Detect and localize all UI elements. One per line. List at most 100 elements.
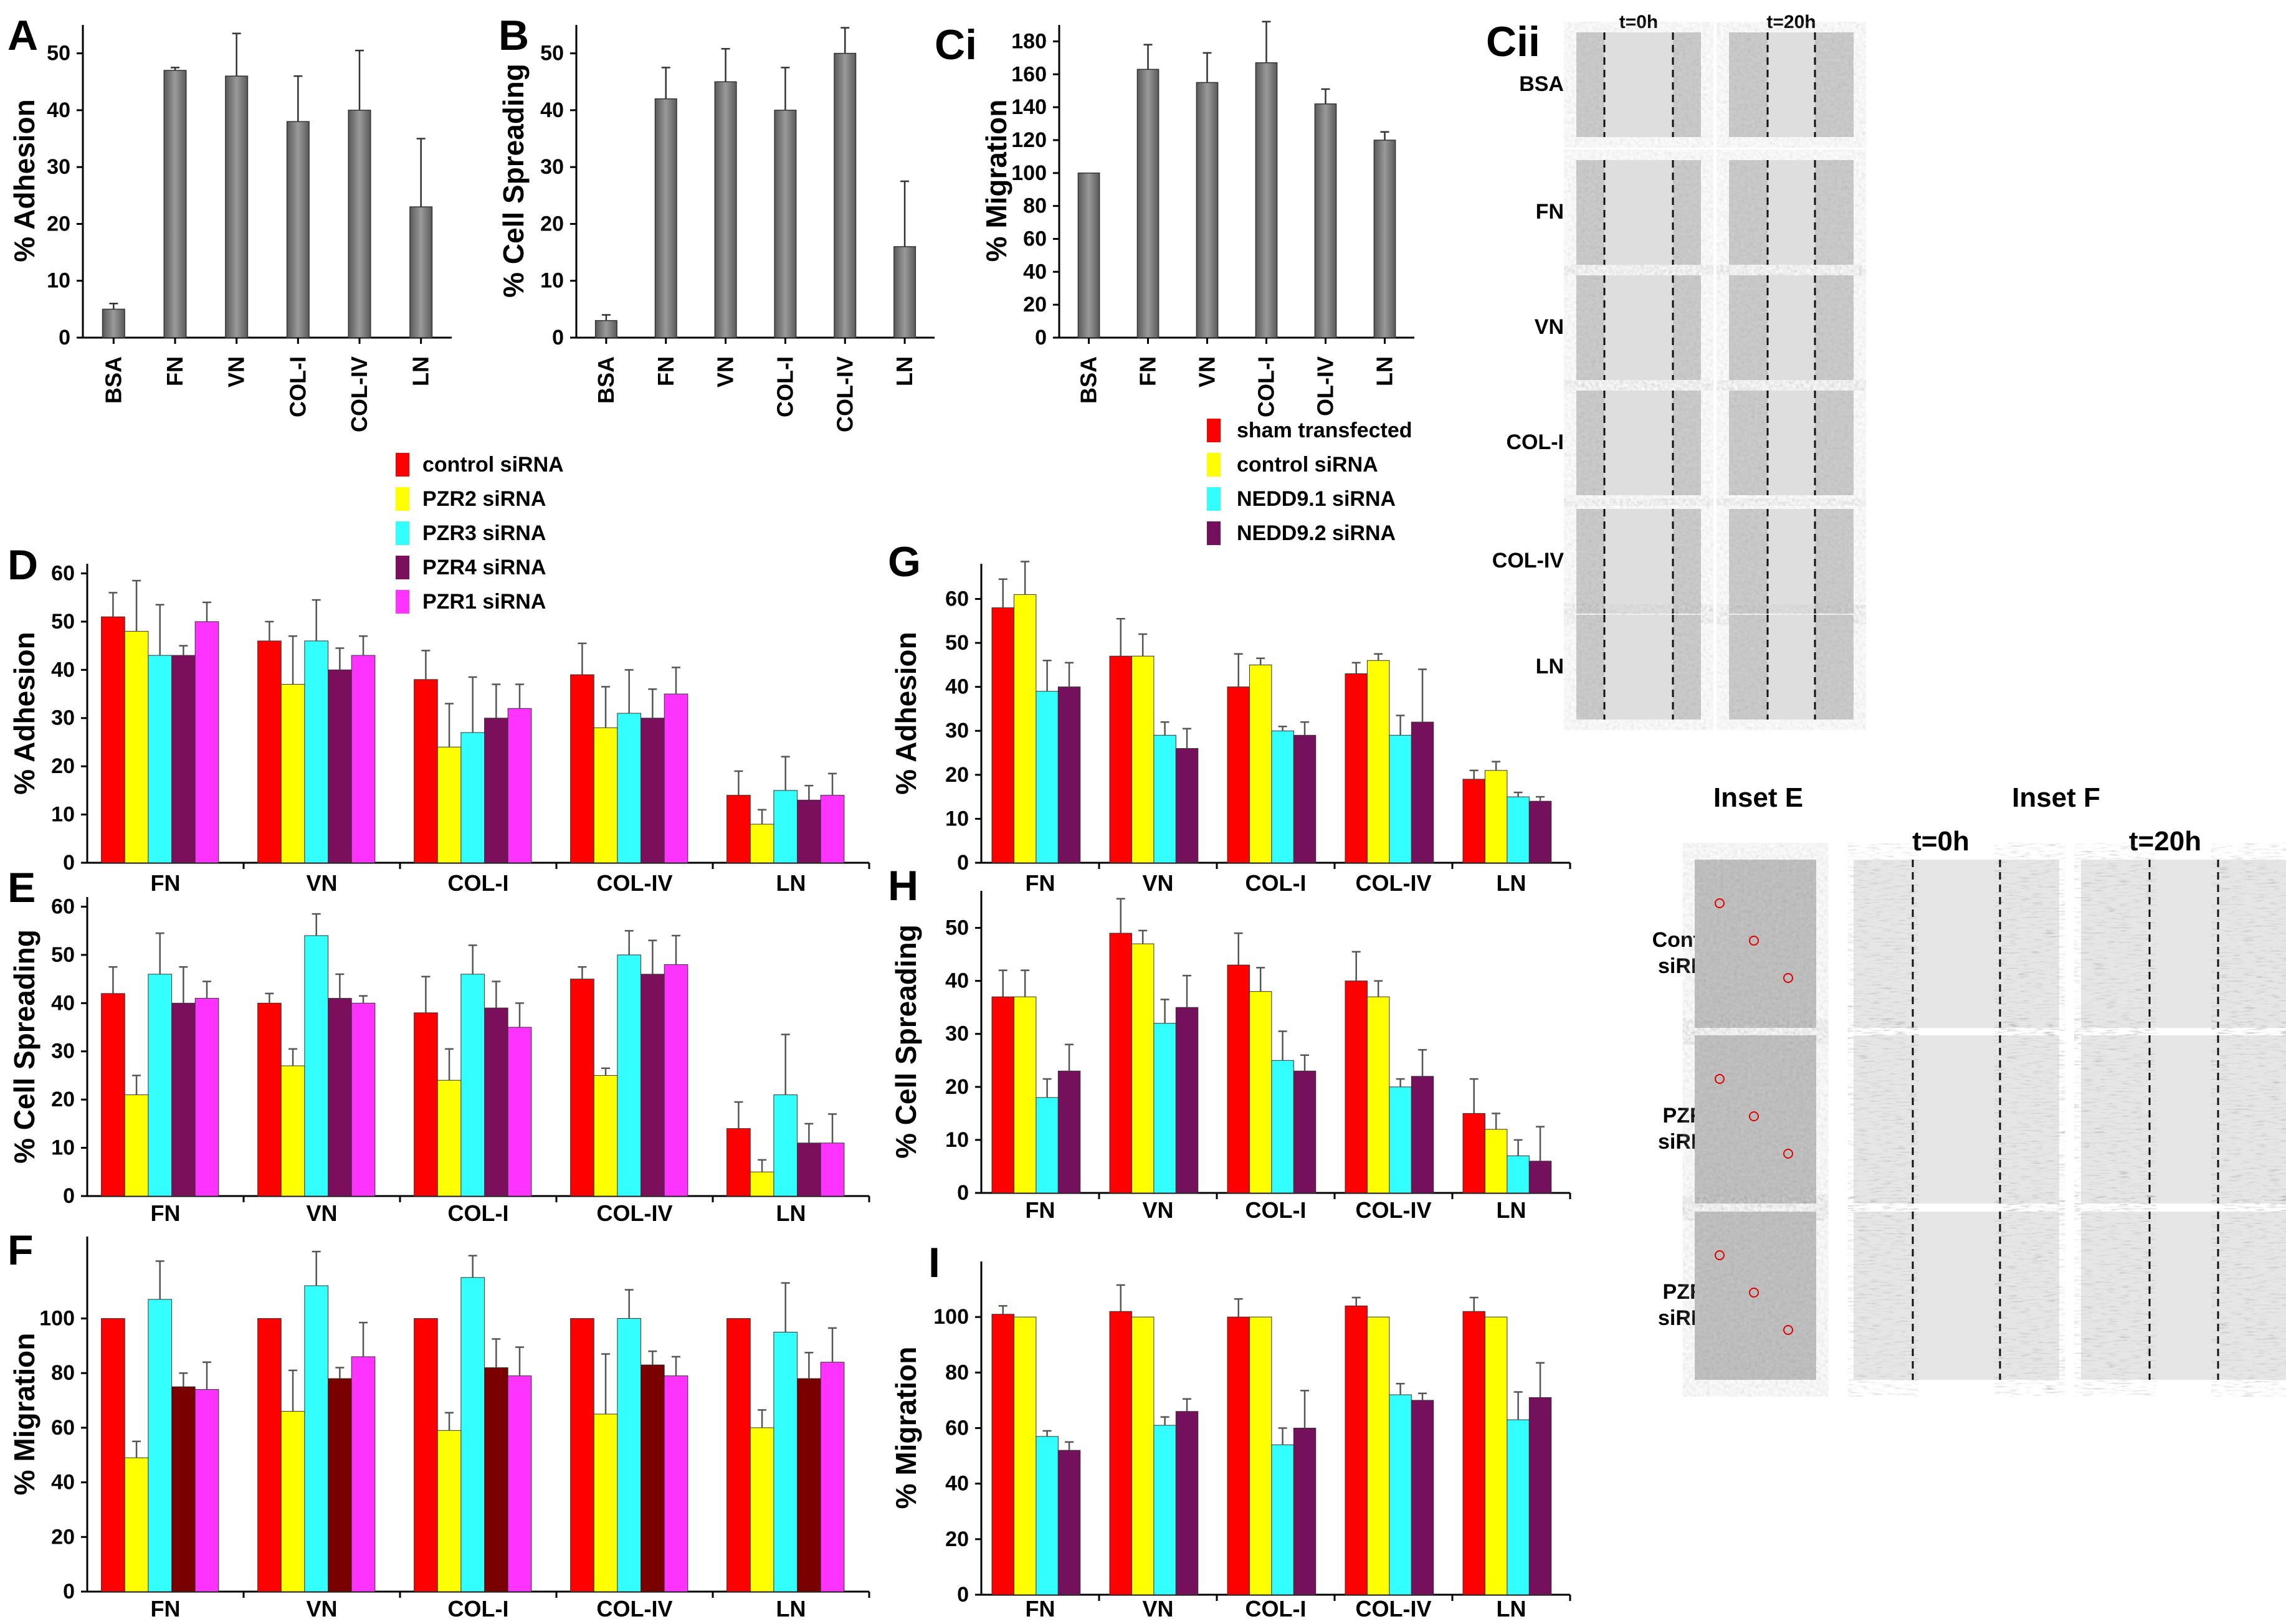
bar (304, 935, 329, 1197)
row-label: COL-IV (1492, 549, 1564, 572)
y-tick-label: 10 (945, 807, 969, 830)
y-tick-label: 20 (51, 754, 75, 778)
x-tick-label: COL-I (1245, 1596, 1307, 1622)
y-axis-label: % Cell Spreading (890, 924, 922, 1159)
y-tick-label: 40 (945, 969, 969, 993)
y-tick-label: 10 (540, 269, 564, 293)
panel-letter-b: B (498, 12, 529, 59)
y-tick-label: 40 (945, 675, 969, 699)
x-tick-label: COL-I (285, 356, 310, 417)
x-tick-label: LN (892, 356, 917, 386)
y-tick-label: 40 (540, 98, 564, 122)
bar (617, 1318, 642, 1592)
x-tick-label: COL-IV (1356, 870, 1432, 896)
cell-texture (1854, 860, 1913, 1028)
legend-swatch (396, 556, 409, 579)
panel-letter-a: A (7, 12, 38, 59)
red-circle-marker (1749, 1111, 1759, 1121)
y-tick-label: 40 (47, 98, 70, 122)
bar (484, 1367, 508, 1592)
bar (280, 684, 305, 863)
y-tick-label: 80 (51, 1361, 75, 1385)
bar (797, 1142, 821, 1197)
red-circle-marker (1783, 1325, 1793, 1335)
y-tick-label: 120 (1011, 128, 1047, 152)
x-tick-label: LN (408, 356, 434, 386)
wound-gap (1768, 391, 1815, 495)
bar (437, 746, 462, 863)
y-tick-label: 40 (51, 991, 75, 1015)
bar (570, 1318, 594, 1592)
y-tick-label: 180 (1011, 29, 1047, 53)
legend-label: PZR2 siRNA (422, 487, 546, 511)
red-circle-marker (1715, 1250, 1725, 1260)
wound-gap (1768, 275, 1815, 380)
bar (893, 246, 917, 338)
y-tick-label: 20 (540, 212, 564, 235)
x-tick-label: COL-I (772, 356, 798, 417)
legend-swatch (396, 453, 409, 477)
bar (507, 1027, 532, 1197)
bar (726, 1128, 751, 1197)
wound-gap (1768, 615, 1815, 719)
x-tick-label: FN (151, 1596, 181, 1622)
y-tick-label: 50 (51, 943, 75, 967)
bar (225, 75, 249, 338)
cell-texture (2218, 1212, 2286, 1380)
wound-gap (1604, 160, 1673, 265)
bar (1462, 1311, 1485, 1595)
inset-f-column-header: t=20h (2129, 826, 2201, 857)
bar (460, 1277, 485, 1592)
bar (1175, 748, 1199, 863)
wound-gap (1604, 275, 1673, 380)
y-tick-label: 0 (63, 851, 75, 875)
bar (1411, 1400, 1434, 1595)
bar (328, 1378, 352, 1592)
y-tick-label: 60 (51, 895, 75, 918)
x-tick-label: COL-IV (832, 356, 857, 432)
y-tick-label: 0 (957, 1583, 969, 1607)
x-tick-label: COL-I (1245, 1197, 1307, 1223)
x-tick-label: COL-I (448, 1200, 509, 1226)
x-tick-label: COL-IV (597, 1200, 673, 1226)
red-circle-marker (1783, 1149, 1793, 1159)
row-label: COL-I (1506, 430, 1564, 454)
bar (194, 998, 219, 1197)
bar (148, 655, 173, 863)
bar (1131, 655, 1155, 863)
bar (124, 1094, 149, 1197)
bar (460, 732, 485, 863)
x-tick-label: LN (1372, 356, 1398, 386)
bar (834, 52, 857, 338)
bar (750, 824, 774, 863)
bar (163, 70, 187, 338)
bar (280, 1411, 305, 1592)
chart-ci: 0 20 40 60 80 100 120 140 160 180 % Migration BSA FN… (980, 21, 1414, 417)
bar (1013, 594, 1037, 863)
y-tick-label: 0 (63, 1580, 75, 1603)
x-tick-label: COL-IV (597, 870, 673, 896)
y-tick-label: 80 (945, 1360, 969, 1384)
chart-e: 0 10 20 30 40 50 60 % Cell Spreading FN VN COL-I CO… (8, 895, 870, 1226)
bar (101, 993, 125, 1197)
chart-b: 0 10 20 30 40 50 % Cell Spreading BSA FN VN COL-I C… (497, 25, 935, 432)
bar (1227, 964, 1250, 1194)
cell-texture (2218, 1035, 2286, 1204)
bar (171, 1002, 196, 1197)
legend-swatch (1207, 521, 1221, 545)
inset-e-texture (1695, 1035, 1816, 1204)
x-tick-label: VN (224, 356, 249, 387)
bar (1484, 1129, 1508, 1194)
wound-gap (1768, 509, 1815, 614)
y-tick-label: 40 (51, 1471, 75, 1494)
legend-swatch (1207, 453, 1221, 477)
red-circle-marker (1749, 1288, 1759, 1298)
bar (1528, 800, 1552, 863)
red-circle-marker (1783, 973, 1793, 983)
bar (124, 630, 149, 863)
y-tick-label: 20 (945, 1075, 969, 1099)
bar (1507, 796, 1530, 863)
x-tick-label: COL-I (1245, 870, 1307, 896)
bar (1175, 1411, 1199, 1595)
